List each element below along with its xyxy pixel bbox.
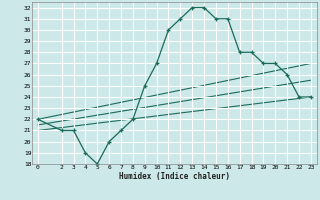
X-axis label: Humidex (Indice chaleur): Humidex (Indice chaleur): [119, 172, 230, 181]
